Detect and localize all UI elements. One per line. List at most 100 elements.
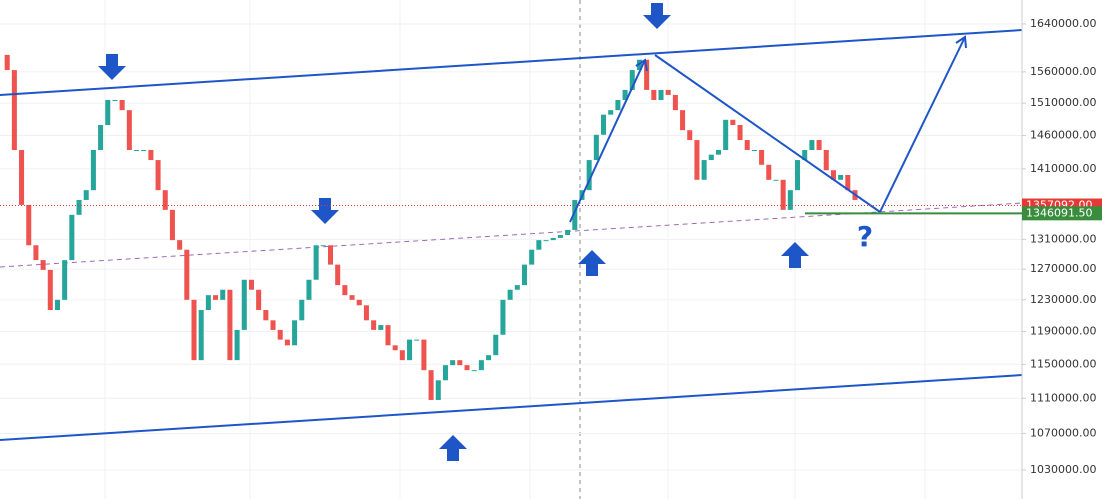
candle xyxy=(672,94,678,111)
price-axis: 1030000.00 1070000.00 1110000.00 1150000.00… xyxy=(1022,17,1096,476)
candle xyxy=(493,334,499,356)
candle xyxy=(98,124,104,151)
candle xyxy=(371,320,377,330)
candle xyxy=(234,329,240,361)
candle xyxy=(658,89,664,100)
candle xyxy=(708,154,714,161)
candle xyxy=(227,289,233,361)
candle xyxy=(19,150,25,205)
candle xyxy=(471,370,477,372)
markers xyxy=(98,3,809,461)
up-arrow xyxy=(781,242,809,268)
candle xyxy=(536,240,542,250)
candle xyxy=(112,99,118,101)
y-tick-label: 1150000.00 xyxy=(1030,357,1096,370)
candle xyxy=(133,150,140,152)
y-tick-label: 1190000.00 xyxy=(1030,325,1096,338)
candle xyxy=(327,245,334,265)
candle xyxy=(69,214,75,261)
candle xyxy=(11,70,17,151)
candle xyxy=(220,289,226,300)
candle xyxy=(450,360,456,366)
candle xyxy=(759,150,765,165)
candle xyxy=(256,289,262,311)
candle xyxy=(162,190,168,210)
candle xyxy=(680,110,686,131)
drawings: ? xyxy=(0,3,1023,461)
candle xyxy=(184,249,190,300)
candle xyxy=(615,99,621,111)
candle xyxy=(651,89,657,100)
up-arrow xyxy=(439,435,467,461)
candle xyxy=(105,99,111,125)
candle xyxy=(277,329,283,340)
candle xyxy=(141,150,147,152)
arrow-head xyxy=(955,35,967,49)
candle xyxy=(787,190,793,210)
candle xyxy=(543,240,549,242)
candle xyxy=(284,339,290,346)
candle xyxy=(407,339,413,361)
candle xyxy=(521,264,528,286)
candle xyxy=(428,370,434,400)
down-arrow xyxy=(643,3,671,29)
candle xyxy=(356,299,362,306)
y-tick-label: 1030000.00 xyxy=(1030,463,1096,476)
candle xyxy=(737,124,743,141)
candle xyxy=(421,339,427,371)
candle xyxy=(766,164,772,180)
candle xyxy=(342,285,348,296)
candle xyxy=(500,299,506,335)
candle xyxy=(313,245,319,280)
y-tick-label: 1230000.00 xyxy=(1030,293,1096,306)
candle xyxy=(26,204,32,246)
candle xyxy=(126,110,132,151)
candle xyxy=(629,70,635,90)
price-label-box xyxy=(1022,206,1102,221)
candle xyxy=(47,269,53,311)
candle xyxy=(263,310,269,321)
candle xyxy=(119,99,125,111)
channel-top xyxy=(0,29,1023,96)
candle xyxy=(335,264,341,286)
candle xyxy=(213,295,219,300)
candle xyxy=(823,150,829,171)
channel-bottom xyxy=(0,374,1023,441)
candle xyxy=(54,299,60,311)
y-tick-label: 1460000.00 xyxy=(1030,128,1096,141)
candle xyxy=(299,299,305,321)
candle xyxy=(780,179,786,210)
candle xyxy=(435,380,441,400)
candle xyxy=(593,134,599,161)
candle xyxy=(644,59,650,90)
candle xyxy=(349,295,355,300)
candle xyxy=(320,245,326,247)
candle xyxy=(155,160,161,191)
candle xyxy=(292,320,298,346)
candle xyxy=(687,130,693,141)
candle xyxy=(773,179,779,181)
candle xyxy=(191,299,197,361)
y-tick-label: 1070000.00 xyxy=(1030,426,1096,439)
y-tick-label: 1640000.00 xyxy=(1030,17,1096,30)
y-tick-label: 1270000.00 xyxy=(1030,262,1096,275)
candle xyxy=(730,119,736,125)
candle xyxy=(457,360,463,366)
candle xyxy=(550,237,556,241)
candle xyxy=(414,339,420,341)
price-label: 1346091.50 xyxy=(1026,206,1092,219)
candle xyxy=(177,240,183,250)
candle xyxy=(270,320,276,330)
candle xyxy=(557,235,563,238)
candle xyxy=(809,140,815,151)
candle xyxy=(248,279,254,290)
candle xyxy=(838,174,844,180)
candle xyxy=(701,160,707,180)
down-arrow xyxy=(98,54,126,80)
candle xyxy=(723,119,729,151)
candle xyxy=(816,140,822,151)
candle xyxy=(241,279,247,330)
up-arrow xyxy=(578,250,606,276)
candle xyxy=(205,295,211,311)
